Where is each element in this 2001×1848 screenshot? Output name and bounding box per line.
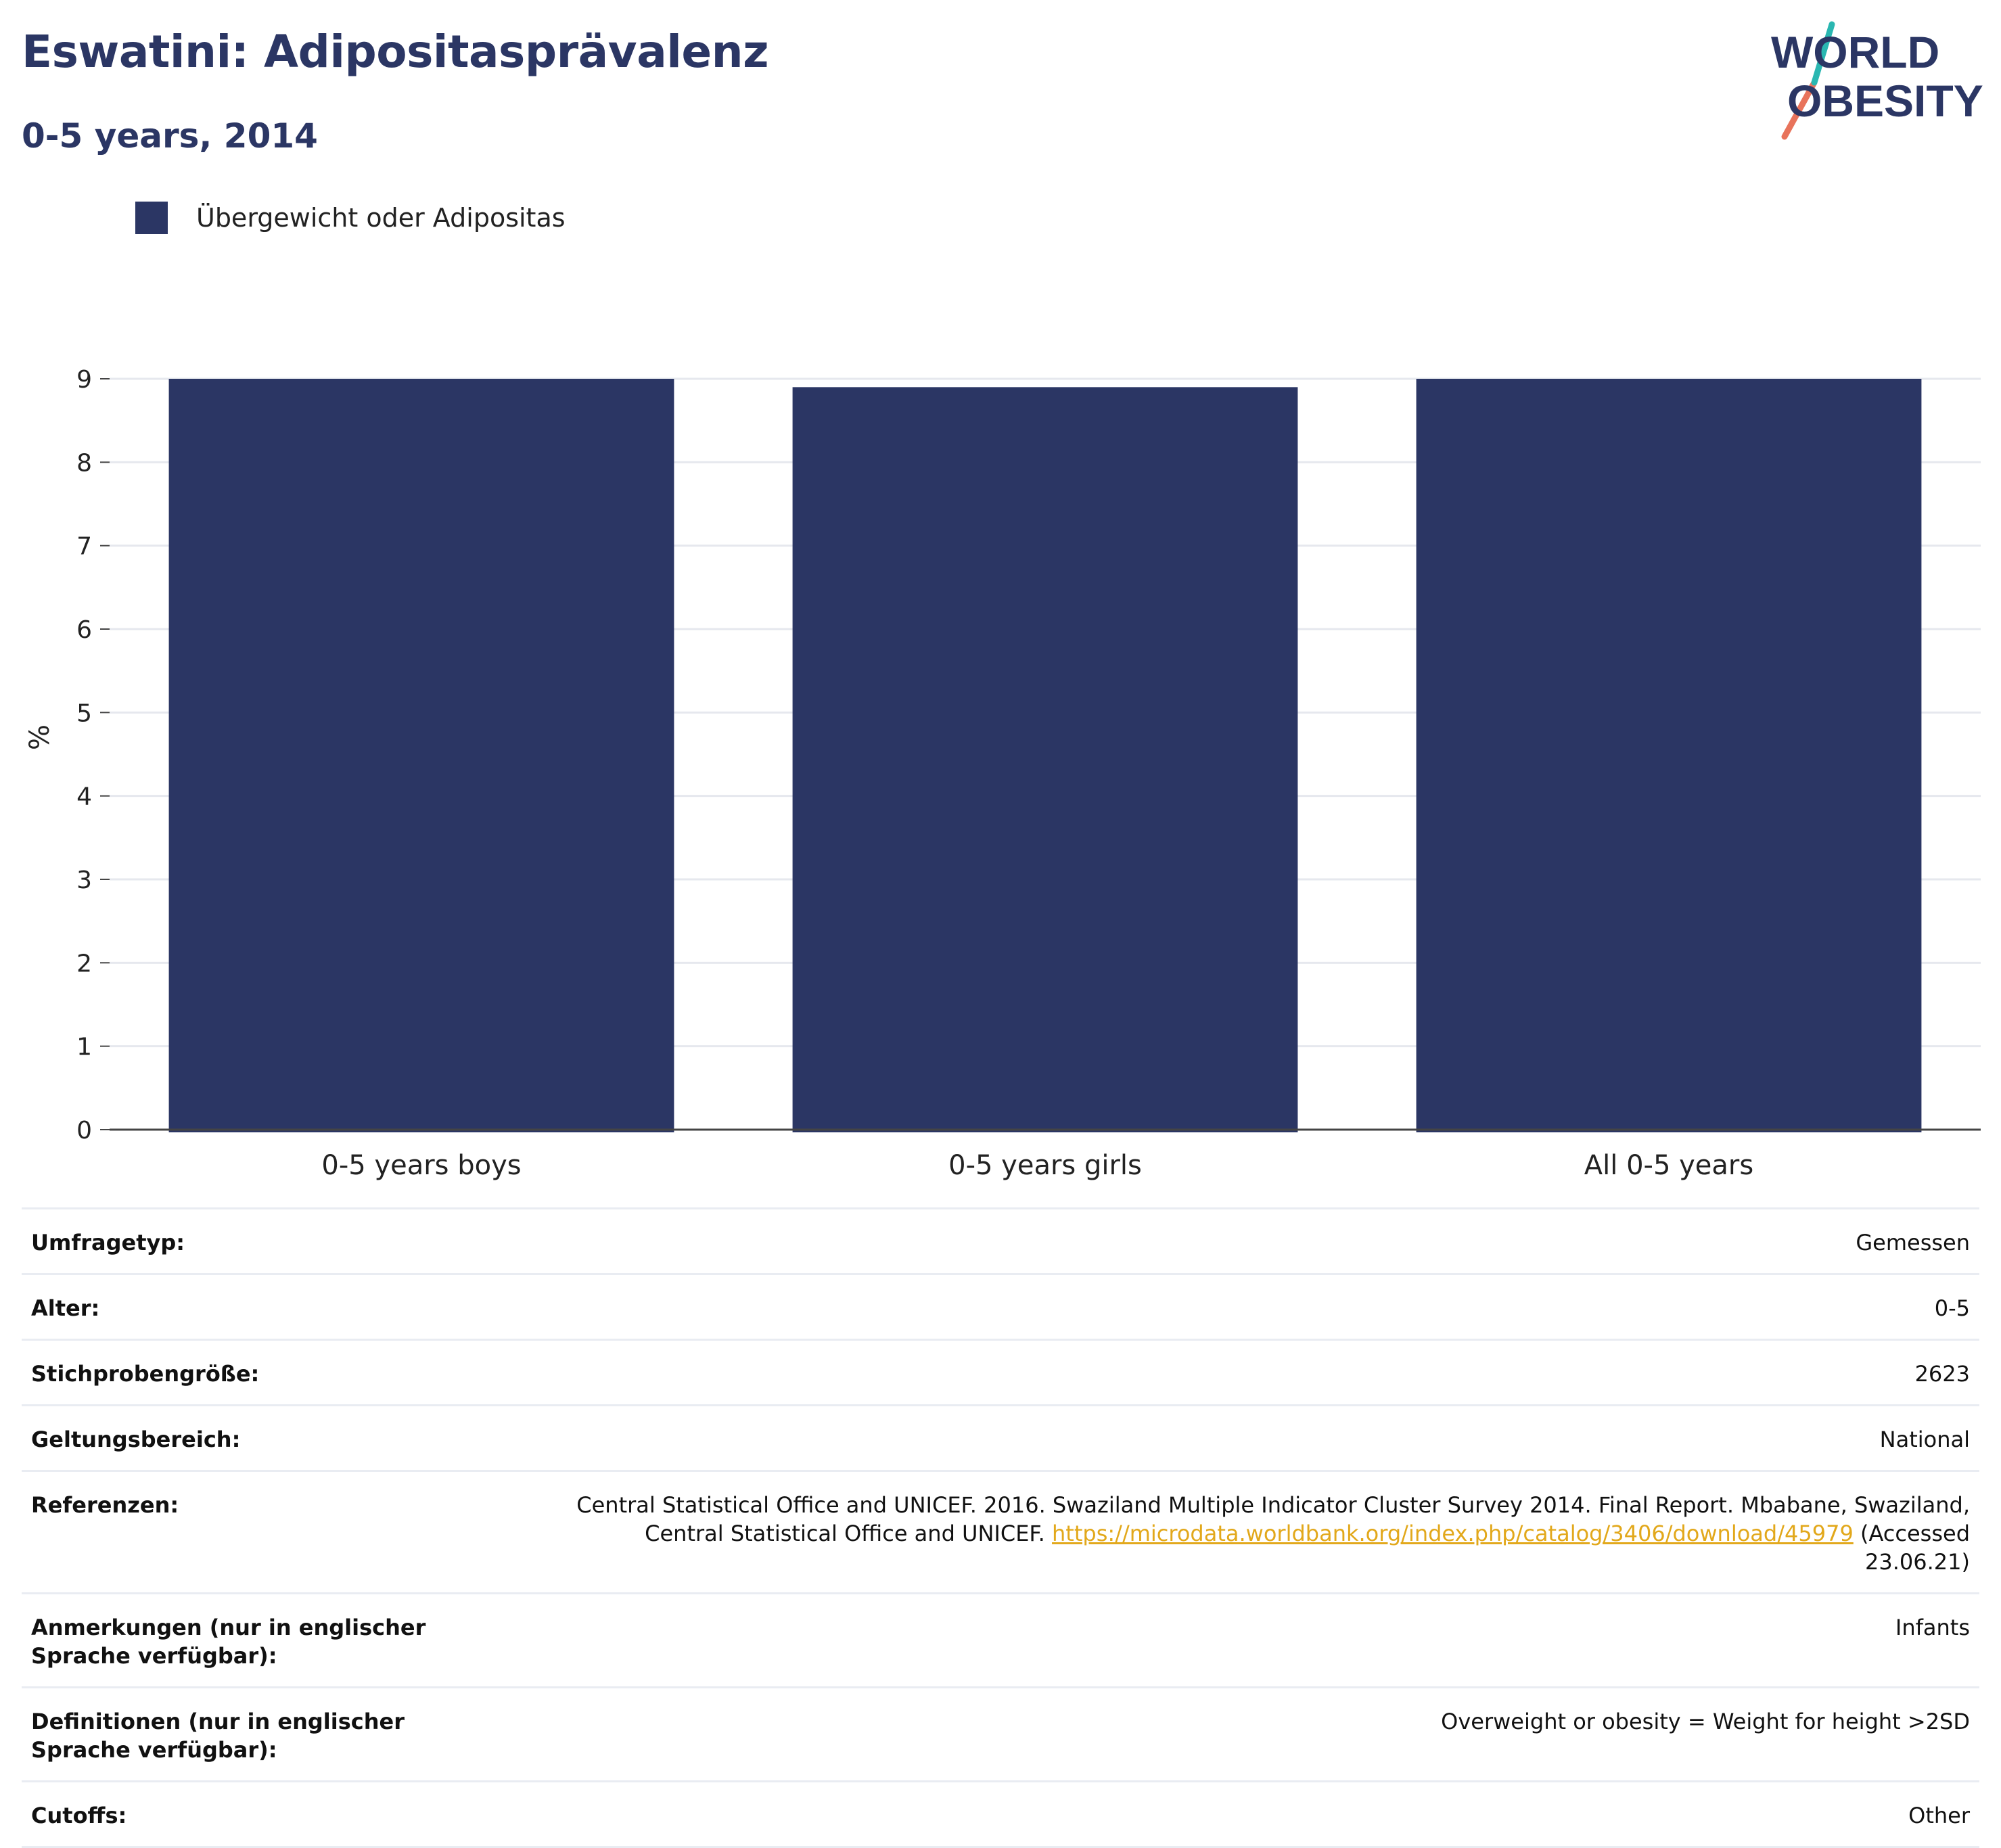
metadata-row: Stichprobengröße: 2623 xyxy=(22,1339,1979,1404)
y-tick-label: 6 xyxy=(76,616,92,644)
y-tick-label: 8 xyxy=(76,449,92,477)
axes: 0 1 2 3 4 5 6 7 8 9 0-5 years boys 0-5 years girls A… xyxy=(76,366,1981,1181)
metadata-value: 2623 xyxy=(1915,1360,1970,1388)
chart-title: Eswatini: Adipositasprävalenz xyxy=(22,26,769,78)
metadata-row: Referenzen: Central Statistical Office an… xyxy=(22,1470,1979,1592)
y-tick-label: 5 xyxy=(76,699,92,727)
metadata-key: Alter: xyxy=(31,1295,100,1321)
y-axis-title: % xyxy=(24,724,55,750)
logo-slash-bottom xyxy=(1781,79,1818,140)
metadata-value: Infants xyxy=(1895,1613,1970,1642)
metadata-value-text: Other xyxy=(1908,1803,1970,1828)
logo-word-obesity: OBESITY xyxy=(1787,76,1983,126)
metadata-value: Other xyxy=(1908,1801,1970,1830)
legend-swatch xyxy=(135,202,168,234)
metadata-row: Alter: 0-5 xyxy=(22,1273,1979,1339)
survey-metadata-table: Umfragetyp: Gemessen Alter: 0-5 Stichprobeng… xyxy=(22,1207,1979,1848)
metadata-value-text: 2623 xyxy=(1914,1361,1970,1387)
y-tick-label: 7 xyxy=(76,533,92,561)
bar-all-0-5-years[interactable] xyxy=(1416,379,1922,1132)
metadata-value: 0-5 xyxy=(1935,1294,1970,1322)
metadata-value-text: Overweight or obesity = Weight for heigh… xyxy=(1441,1709,1970,1734)
y-tick-label: 0 xyxy=(76,1117,92,1145)
metadata-key: Definitionen (nur in englischer Sprache … xyxy=(31,1709,405,1763)
bar-0-5-years-boys[interactable] xyxy=(168,379,674,1132)
reference-link[interactable]: https://microdata.worldbank.org/index.ph… xyxy=(1052,1521,1854,1546)
metadata-row: Anmerkungen (nur in englischer Sprache v… xyxy=(22,1592,1979,1686)
y-tick-label: 9 xyxy=(76,366,92,394)
metadata-key: Umfragetyp: xyxy=(31,1230,185,1255)
x-category-label: 0-5 years boys xyxy=(321,1150,521,1181)
y-tick-label: 2 xyxy=(76,950,92,977)
metadata-value-text: 0-5 xyxy=(1934,1295,1970,1321)
bar-0-5-years-girls[interactable] xyxy=(792,387,1298,1133)
y-tick-label: 1 xyxy=(76,1034,92,1061)
metadata-key: Anmerkungen (nur in englischer Sprache v… xyxy=(31,1615,426,1669)
x-category-label: All 0-5 years xyxy=(1584,1150,1753,1181)
y-tick-label: 3 xyxy=(76,867,92,894)
metadata-value-text: Infants xyxy=(1895,1615,1970,1640)
world-obesity-logo[interactable]: WORLD OBESITY xyxy=(1759,20,1989,142)
metadata-row: Umfragetyp: Gemessen xyxy=(22,1207,1979,1273)
logo-slash-top xyxy=(1811,21,1835,86)
metadata-value: National xyxy=(1880,1425,1970,1454)
logo-word-world: WORLD xyxy=(1771,27,1939,77)
metadata-value-text: Central Statistical Office and UNICEF. 2… xyxy=(576,1492,1970,1546)
metadata-value: Central Statistical Office and UNICEF. 2… xyxy=(549,1491,1970,1576)
metadata-value-text: Gemessen xyxy=(1856,1230,1970,1255)
metadata-key: Stichprobengröße: xyxy=(31,1361,260,1387)
metadata-value-text: National xyxy=(1879,1427,1970,1452)
metadata-row: Cutoffs: Other xyxy=(22,1780,1979,1848)
chart-legend: Übergewicht oder Adipositas xyxy=(135,202,566,234)
bar-chart: 0 1 2 3 4 5 6 7 8 9 0-5 years boys 0-5 years girls A… xyxy=(24,366,1981,1181)
metadata-row: Geltungsbereich: National xyxy=(22,1404,1979,1470)
metadata-key: Geltungsbereich: xyxy=(31,1427,241,1452)
x-category-label: 0-5 years girls xyxy=(948,1150,1142,1181)
reference-accessed-date: (Accessed 23.06.21) xyxy=(1860,1521,1970,1575)
metadata-row: Definitionen (nur in englischer Sprache … xyxy=(22,1686,1979,1780)
metadata-key: Cutoffs: xyxy=(31,1803,127,1828)
metadata-value: Overweight or obesity = Weight for heigh… xyxy=(1441,1707,1970,1736)
legend-label: Übergewicht oder Adipositas xyxy=(196,203,566,233)
bars xyxy=(168,379,1922,1133)
metadata-key: Referenzen: xyxy=(31,1492,179,1518)
metadata-value: Gemessen xyxy=(1856,1228,1970,1257)
chart-subtitle: 0-5 years, 2014 xyxy=(22,116,318,156)
y-tick-label: 4 xyxy=(76,783,92,811)
